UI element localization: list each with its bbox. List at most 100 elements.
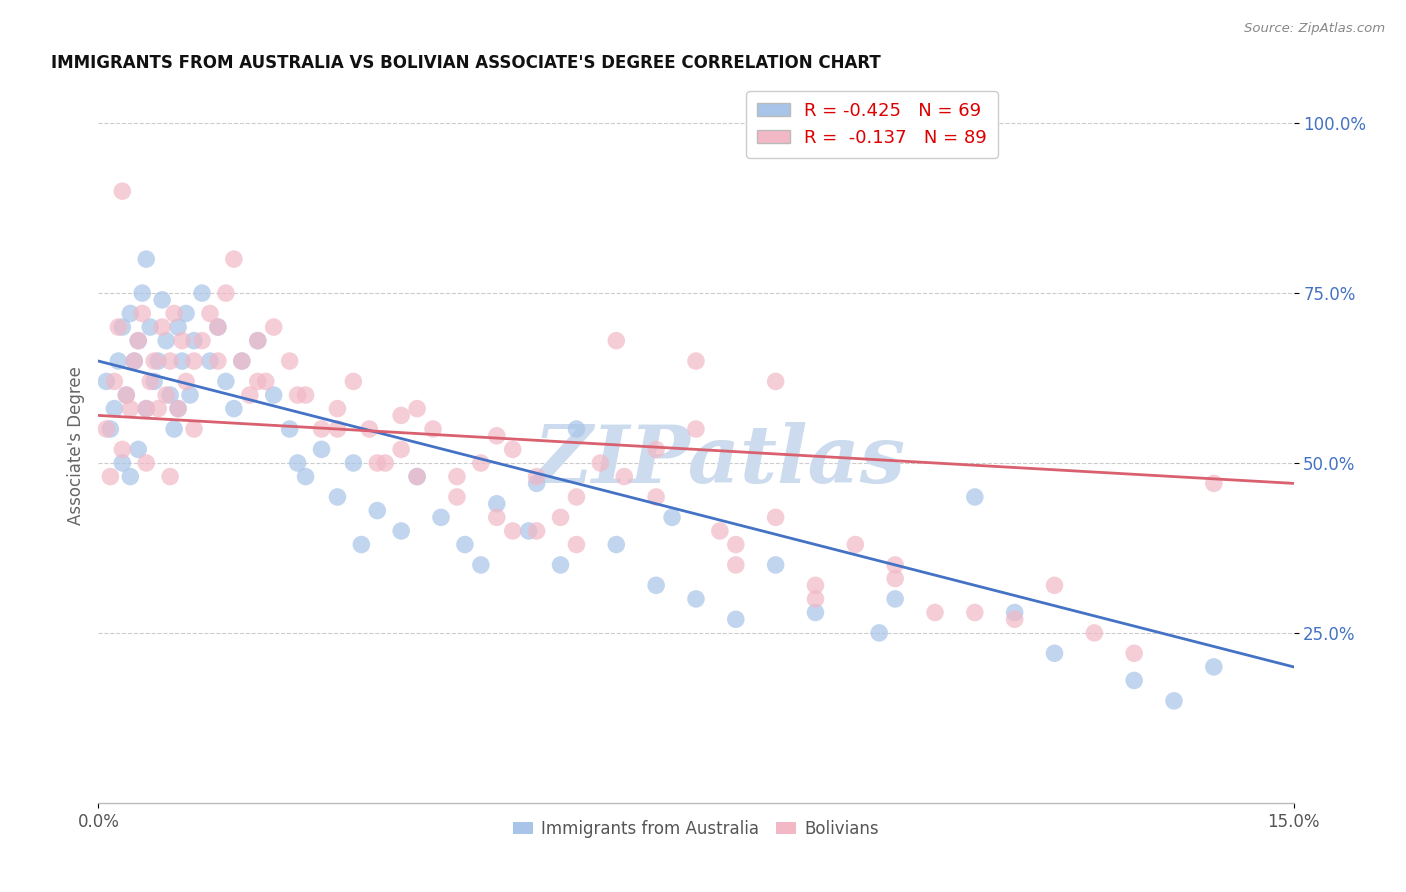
Point: [254, 375, 277, 389]
Point: [1043, 578, 1066, 592]
Point: [294, 388, 316, 402]
Point: [115, 388, 138, 402]
Point: [115, 388, 138, 402]
Point: [159, 354, 181, 368]
Point: [215, 375, 238, 389]
Legend: Immigrants from Australia, Bolivians: Immigrants from Australia, Bolivians: [506, 814, 886, 845]
Point: [1004, 606, 1026, 620]
Point: [326, 401, 349, 416]
Point: [107, 320, 129, 334]
Point: [150, 293, 173, 307]
Y-axis label: Associate's Degree: Associate's Degree: [66, 367, 84, 525]
Point: [135, 401, 157, 416]
Point: [724, 612, 747, 626]
Point: [311, 442, 333, 457]
Point: [287, 456, 309, 470]
Point: [120, 306, 142, 320]
Point: [135, 252, 157, 266]
Point: [446, 469, 468, 483]
Text: Source: ZipAtlas.com: Source: ZipAtlas.com: [1244, 22, 1385, 36]
Point: [111, 456, 134, 470]
Point: [326, 422, 349, 436]
Point: [246, 334, 269, 348]
Point: [1202, 476, 1225, 491]
Point: [550, 558, 572, 572]
Point: [148, 354, 170, 368]
Point: [183, 422, 205, 436]
Point: [1163, 694, 1185, 708]
Point: [389, 409, 412, 423]
Point: [406, 469, 429, 483]
Point: [127, 334, 149, 348]
Point: [287, 388, 309, 402]
Point: [191, 286, 214, 301]
Point: [103, 375, 125, 389]
Point: [207, 320, 229, 334]
Point: [131, 286, 153, 301]
Point: [174, 306, 197, 320]
Point: [804, 606, 827, 620]
Point: [139, 320, 162, 334]
Point: [263, 320, 285, 334]
Point: [231, 354, 253, 368]
Point: [804, 591, 827, 606]
Point: [884, 591, 907, 606]
Point: [326, 490, 349, 504]
Point: [150, 320, 173, 334]
Point: [172, 334, 194, 348]
Point: [103, 401, 125, 416]
Point: [422, 422, 444, 436]
Point: [1083, 626, 1105, 640]
Point: [155, 334, 177, 348]
Point: [246, 334, 269, 348]
Point: [485, 497, 508, 511]
Point: [389, 524, 412, 538]
Point: [179, 388, 201, 402]
Point: [124, 354, 146, 368]
Point: [366, 456, 388, 470]
Point: [239, 388, 262, 402]
Point: [120, 469, 142, 483]
Point: [565, 490, 588, 504]
Point: [765, 558, 787, 572]
Point: [167, 401, 190, 416]
Point: [565, 422, 588, 436]
Point: [868, 626, 890, 640]
Point: [148, 401, 170, 416]
Point: [111, 184, 134, 198]
Point: [350, 537, 373, 551]
Point: [1004, 612, 1026, 626]
Point: [222, 401, 245, 416]
Point: [167, 401, 190, 416]
Point: [107, 354, 129, 368]
Point: [470, 456, 492, 470]
Point: [804, 578, 827, 592]
Point: [526, 469, 548, 483]
Point: [502, 524, 524, 538]
Point: [844, 537, 866, 551]
Point: [685, 354, 707, 368]
Point: [963, 490, 986, 504]
Point: [207, 320, 229, 334]
Point: [172, 354, 194, 368]
Point: [605, 334, 627, 348]
Point: [98, 469, 122, 483]
Point: [963, 606, 986, 620]
Point: [159, 469, 181, 483]
Point: [135, 401, 157, 416]
Point: [724, 558, 747, 572]
Point: [765, 510, 787, 524]
Text: ZIPatlas: ZIPatlas: [534, 422, 905, 499]
Point: [96, 422, 118, 436]
Point: [215, 286, 238, 301]
Point: [1202, 660, 1225, 674]
Point: [884, 572, 907, 586]
Point: [374, 456, 396, 470]
Point: [222, 252, 245, 266]
Point: [1043, 646, 1066, 660]
Point: [159, 388, 181, 402]
Point: [98, 422, 122, 436]
Point: [1123, 646, 1146, 660]
Point: [278, 354, 301, 368]
Point: [143, 375, 166, 389]
